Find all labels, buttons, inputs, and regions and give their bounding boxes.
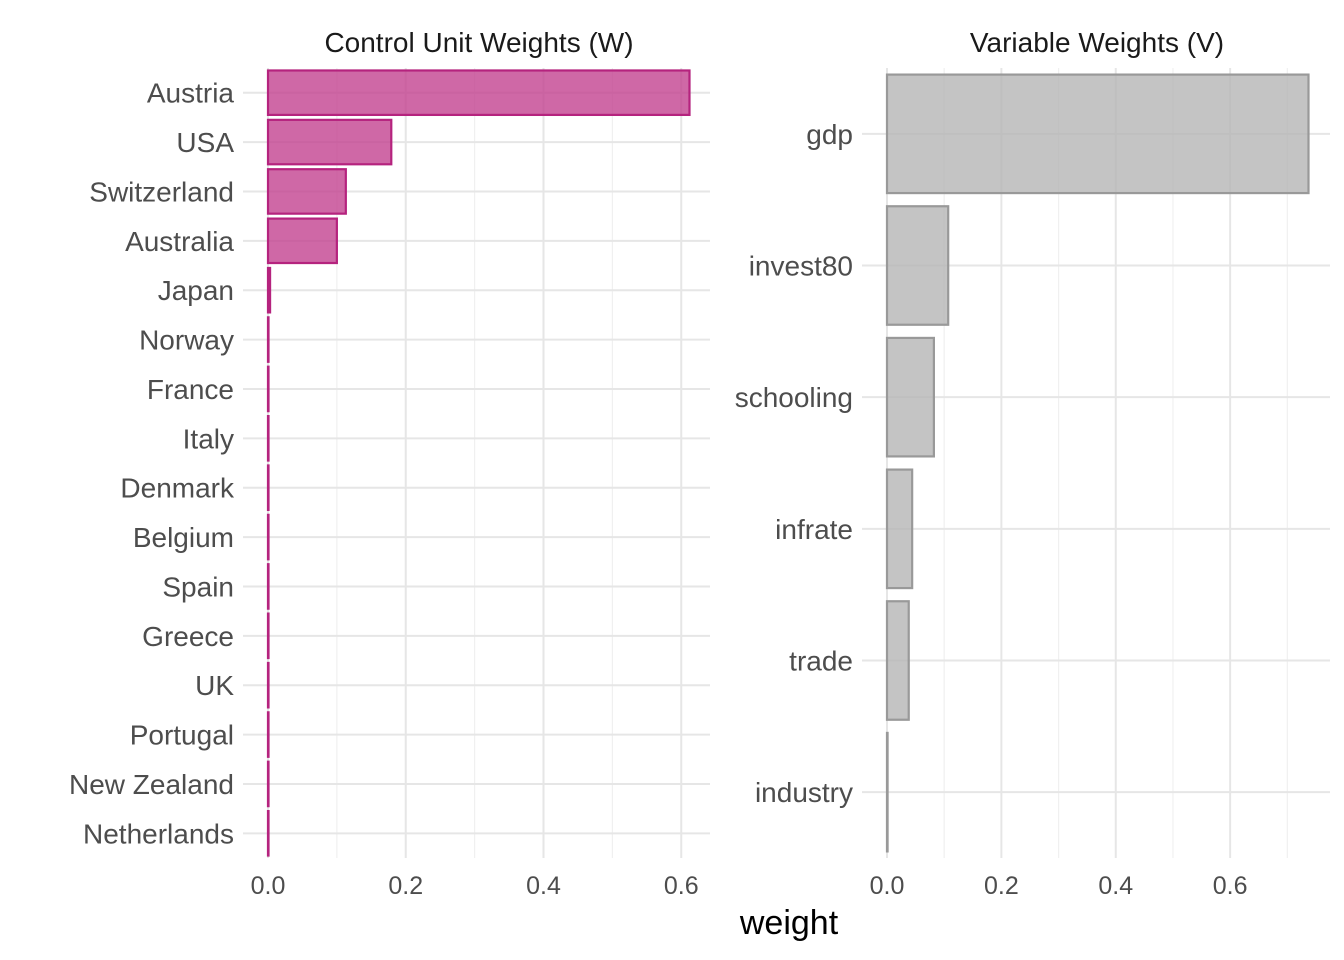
category-label: UK [195, 670, 234, 701]
bar [885, 600, 910, 721]
bar [266, 563, 270, 610]
bar [266, 365, 270, 413]
bar [266, 661, 270, 709]
bar [266, 612, 270, 660]
x-tick-label: 0.4 [526, 872, 561, 900]
bar [885, 73, 1310, 195]
category-label: trade [789, 646, 853, 677]
x-tick-label: 0.6 [1213, 872, 1248, 900]
category-label: gdp [806, 119, 853, 150]
bar [885, 205, 950, 326]
category-label: Norway [139, 325, 234, 356]
x-tick-label: 0.4 [1098, 872, 1133, 900]
category-label: Japan [158, 275, 234, 306]
x-tick-label: 0.0 [870, 872, 905, 900]
category-label: Switzerland [89, 176, 234, 207]
bar [885, 731, 889, 853]
chart-title: Variable Weights (V) [970, 27, 1224, 58]
bar [266, 168, 347, 215]
category-label: Spain [162, 571, 234, 602]
x-axis-label: weight [739, 904, 839, 942]
bar [266, 414, 270, 462]
category-label: infrate [775, 514, 853, 545]
panel-variable-weights: Variable Weights (V) gdp invest80 schooling… [735, 27, 1330, 900]
bar [266, 711, 270, 758]
category-label: invest80 [749, 251, 853, 282]
category-label: Austria [147, 78, 235, 109]
chart-title: Control Unit Weights (W) [324, 27, 633, 58]
x-tick-label: 0.0 [251, 872, 286, 900]
bar [266, 464, 270, 512]
bar [266, 809, 270, 857]
bar [266, 266, 272, 314]
bar [266, 316, 270, 363]
category-label: Denmark [120, 473, 235, 504]
bar [266, 217, 338, 265]
bar [885, 336, 935, 458]
category-label: France [147, 374, 234, 405]
category-label: Italy [183, 423, 234, 454]
x-tick-label: 0.6 [664, 872, 699, 900]
category-label: New Zealand [69, 769, 234, 800]
category-label: Netherlands [83, 818, 234, 849]
category-label: Portugal [130, 720, 234, 751]
bar [266, 69, 691, 117]
bar [885, 468, 914, 590]
category-label: USA [176, 127, 234, 158]
bar [266, 760, 270, 808]
category-label: Australia [125, 226, 234, 257]
category-label: schooling [735, 382, 853, 413]
category-label: industry [755, 777, 853, 808]
panel-control-unit-weights: Control Unit Weights (W) Austria USA Switze… [69, 27, 710, 900]
bar [266, 513, 270, 561]
category-label: Belgium [133, 522, 234, 553]
category-label: Greece [142, 621, 234, 652]
bar [266, 118, 393, 166]
x-tick-label: 0.2 [388, 872, 423, 900]
x-tick-label: 0.2 [984, 872, 1019, 900]
